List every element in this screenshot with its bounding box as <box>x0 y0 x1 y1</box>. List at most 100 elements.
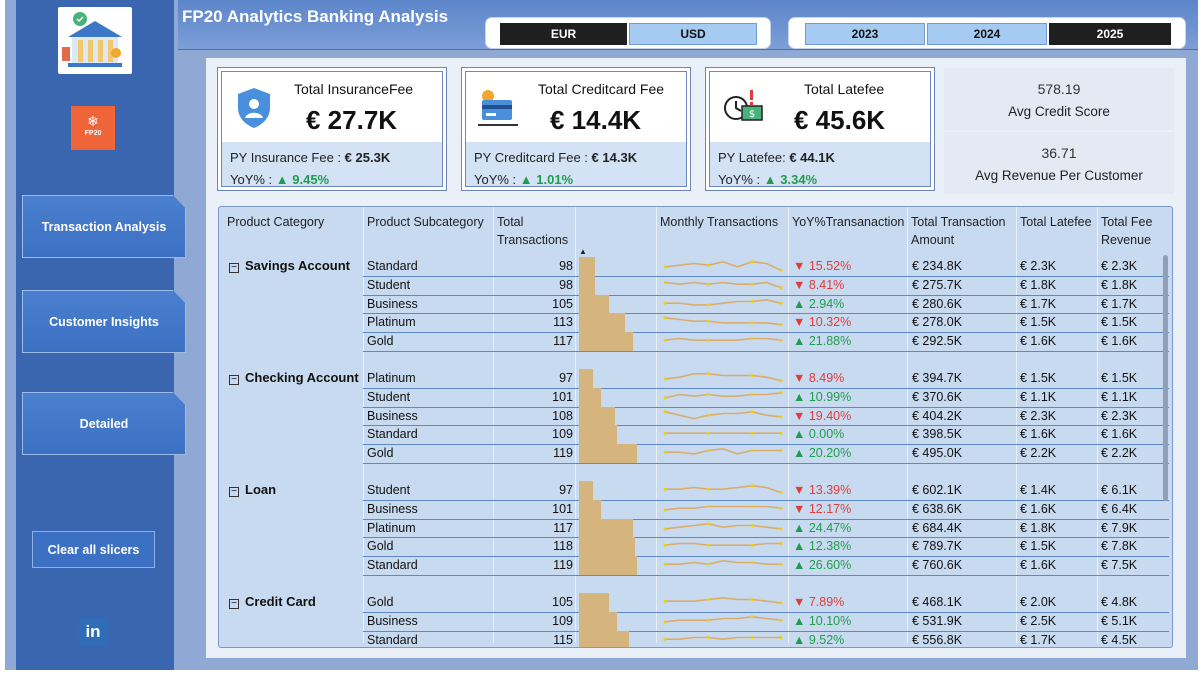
subcategory-cell: Student <box>367 277 411 292</box>
table-row[interactable]: Standard 98 ▼ 15.52% € 234.8K € 2.3K € 2.3K <box>219 257 1169 276</box>
transactions-cell: 105 <box>552 595 573 609</box>
transactions-cell: 117 <box>553 334 573 349</box>
kpi-title: Total Latefee <box>804 81 885 97</box>
table-row[interactable]: Gold 105 ▼ 7.89% € 468.1K € 2.0K € 4.8K <box>219 593 1169 612</box>
table-row[interactable]: Student 101 ▲ 10.99% € 370.6K € 1.1K € 1.1K <box>219 387 1169 407</box>
collapse-icon[interactable]: − <box>229 263 239 273</box>
table-row[interactable]: Business 105 ▲ 2.94% € 280.6K € 1.7K € 1.7K <box>219 294 1169 314</box>
kpi-yoy: YoY% : ▲ 1.01% <box>474 172 573 187</box>
header-total-transaction-amount[interactable]: Total Transaction Amount <box>911 215 1006 247</box>
currency-eur[interactable]: EUR <box>500 23 627 45</box>
monthly-sparkline <box>663 635 783 641</box>
amount-cell: € 789.7K <box>912 539 963 554</box>
fee-revenue-cell: € 4.8K <box>1101 595 1138 609</box>
nav-customer-insights[interactable]: Customer Insights <box>22 290 186 353</box>
yoy-cell: ▲ 20.20% <box>793 446 852 461</box>
table-row[interactable]: Student 98 ▼ 8.41% € 275.7K € 1.8K € 1.8K <box>219 275 1169 295</box>
table-row[interactable]: Platinum 117 ▲ 24.47% € 684.4K € 1.8K € 7.9K <box>219 518 1169 538</box>
category-loan[interactable]: − Loan <box>229 482 276 497</box>
currency-usd[interactable]: USD <box>629 23 757 45</box>
year-2024[interactable]: 2024 <box>927 23 1047 45</box>
linkedin-icon[interactable]: in <box>79 618 107 646</box>
table-row[interactable]: Gold 117 ▲ 21.88% € 292.5K € 1.6K € 1.6K <box>219 332 1169 352</box>
table-scrollbar[interactable] <box>1163 255 1168 501</box>
fee-revenue-cell: € 7.5K <box>1101 558 1138 573</box>
transactions-cell: 101 <box>552 389 573 404</box>
monthly-sparkline <box>663 521 783 530</box>
kpi-py-label: PY Insurance Fee : <box>230 150 345 165</box>
category-credit-card[interactable]: − Credit Card <box>229 594 316 609</box>
transactions-cell: 113 <box>553 315 573 330</box>
transactions-bar <box>579 611 617 631</box>
header-total-latefee[interactable]: Total Latefee <box>1020 215 1092 229</box>
table-row[interactable]: Student 97 ▼ 13.39% € 602.1K € 1.4K € 6.1K <box>219 481 1169 500</box>
stat-value: 578.19 <box>1037 81 1081 97</box>
table-row[interactable]: Business 108 ▼ 19.40% € 404.2K € 2.3K € 2.3K <box>219 406 1169 426</box>
year-2025[interactable]: 2025 <box>1049 23 1171 45</box>
sort-indicator-icon[interactable]: ▲ <box>579 247 587 256</box>
amount-cell: € 234.8K <box>912 259 963 273</box>
table-row[interactable]: Standard 109 ▲ 0.00% € 398.5K € 1.6K € 1.6K <box>219 425 1169 445</box>
kpi-yoy: YoY% : ▲ 9.45% <box>230 172 329 187</box>
clear-all-slicers-button[interactable]: Clear all slicers <box>32 531 155 568</box>
collapse-icon[interactable]: − <box>229 375 239 385</box>
latefee-cell: € 1.6K <box>1020 334 1057 349</box>
table-row[interactable]: Platinum 113 ▼ 10.32% € 278.0K € 1.5K € 1.5K <box>219 313 1169 333</box>
monthly-sparkline <box>663 484 783 495</box>
amount-cell: € 280.6K <box>912 296 963 311</box>
amount-cell: € 602.1K <box>912 483 963 497</box>
fee-revenue-cell: € 2.3K <box>1101 408 1138 423</box>
table-row[interactable]: Gold 118 ▲ 12.38% € 789.7K € 1.5K € 7.8K <box>219 537 1169 557</box>
kpi-yoy-value: ▲ 1.01% <box>519 172 574 187</box>
kpi-py: PY Latefee: € 44.1K <box>718 150 835 165</box>
monthly-sparkline <box>663 337 783 342</box>
amount-cell: € 684.4K <box>912 520 963 535</box>
credit-card-icon <box>478 90 518 126</box>
product-matrix-table[interactable]: Product Category Product Subcategory Tot… <box>218 206 1173 648</box>
category-checking-account[interactable]: − Checking Account <box>229 370 359 385</box>
subcategory-cell: Business <box>367 408 418 423</box>
category-savings-account[interactable]: − Savings Account <box>229 258 350 273</box>
kpi-py: PY Creditcard Fee : € 14.3K <box>474 150 637 165</box>
monthly-sparkline <box>663 409 783 420</box>
yoy-cell: ▼ 10.32% <box>793 315 852 330</box>
header-monthly-transactions[interactable]: Monthly Transactions <box>660 215 779 229</box>
latefee-cell: € 1.6K <box>1020 501 1057 516</box>
header-yoy-transaction[interactable]: YoY%Transanaction <box>792 215 905 229</box>
latefee-cell: € 2.5K <box>1020 613 1057 628</box>
table-row[interactable]: Business 101 ▼ 12.17% € 638.6K € 1.6K € 6.4K <box>219 499 1169 519</box>
table-row[interactable]: Platinum 97 ▼ 8.49% € 394.7K € 1.5K € 1.5K <box>219 369 1169 388</box>
latefee-cell: € 1.8K <box>1020 277 1057 292</box>
subcategory-cell: Business <box>367 501 418 516</box>
yoy-cell: ▲ 21.88% <box>793 334 852 349</box>
amount-cell: € 404.2K <box>912 408 963 423</box>
stat-label: Avg Revenue Per Customer <box>975 168 1143 183</box>
table-row[interactable]: Gold 119 ▲ 20.20% € 495.0K € 2.2K € 2.2K <box>219 444 1169 464</box>
amount-cell: € 468.1K <box>912 595 963 609</box>
subcategory-cell: Gold <box>367 446 394 461</box>
header-total-fee-revenue[interactable]: Total Fee Revenue <box>1101 215 1153 247</box>
amount-cell: € 292.5K <box>912 334 963 349</box>
subcategory-cell: Business <box>367 613 418 628</box>
monthly-sparkline <box>663 316 783 327</box>
table-row[interactable]: Standard 119 ▲ 26.60% € 760.6K € 1.6K € 7.5K <box>219 556 1169 576</box>
transactions-bar <box>579 630 629 647</box>
collapse-icon[interactable]: − <box>229 599 239 609</box>
subcategory-cell: Student <box>367 483 411 497</box>
table-row[interactable]: Standard 115 ▲ 9.52% € 556.8K € 1.7K € 4.5K <box>219 630 1169 647</box>
header-product-subcategory[interactable]: Product Subcategory <box>367 215 484 229</box>
nav-transaction-analysis[interactable]: Transaction Analysis <box>22 195 186 258</box>
header-product-category[interactable]: Product Category <box>227 215 325 229</box>
latefee-cell: € 1.1K <box>1020 389 1057 404</box>
nav-detailed[interactable]: Detailed <box>22 392 186 455</box>
table-row[interactable]: Business 109 ▲ 10.10% € 531.9K € 2.5K € 5.1K <box>219 611 1169 631</box>
yoy-cell: ▼ 8.41% <box>793 277 845 292</box>
collapse-icon[interactable]: − <box>229 487 239 497</box>
transactions-cell: 97 <box>559 483 573 497</box>
header-total-transactions[interactable]: Total Transactions <box>497 215 569 247</box>
kpi-py: PY Insurance Fee : € 25.3K <box>230 150 390 165</box>
subcategory-cell: Gold <box>367 595 394 609</box>
fee-revenue-cell: € 5.1K <box>1101 613 1138 628</box>
year-2023[interactable]: 2023 <box>805 23 925 45</box>
